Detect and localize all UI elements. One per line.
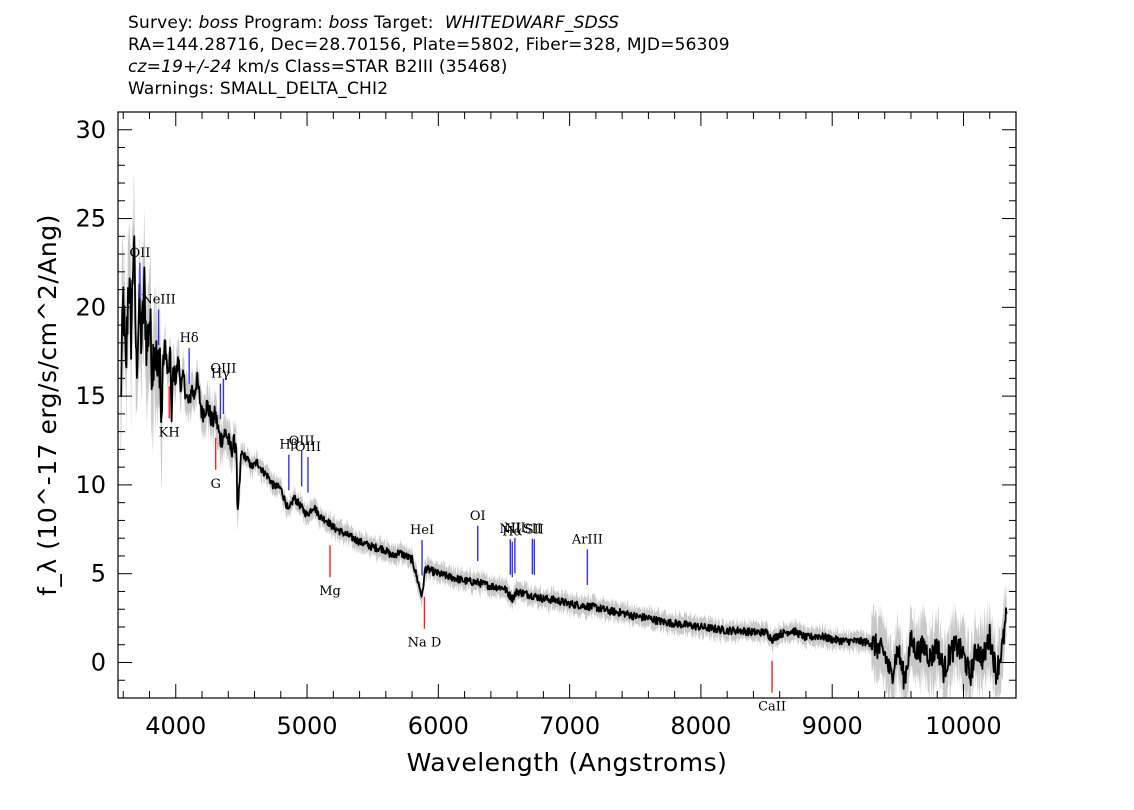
y-tick-label: 10 (75, 471, 106, 499)
x-tick-label: 6000 (408, 712, 469, 740)
program-label: Program: (238, 13, 329, 33)
y-tick-label: 5 (91, 560, 106, 588)
emission-line-label: SII (525, 522, 544, 537)
emission-line-label: NII (499, 522, 521, 537)
header-line-warnings: Warnings: SMALL_DELTA_CHI2 (128, 79, 389, 99)
x-tick-label: 10000 (925, 712, 1001, 740)
header-line-redshift: cz=19+/-24 km/s Class=STAR B2III (35468) (128, 56, 730, 78)
emission-line-label: OI (470, 509, 486, 524)
y-tick-label: 30 (75, 116, 106, 144)
header-line-coordinates: RA=144.28716, Dec=28.70156, Plate=5802, … (128, 35, 730, 55)
program-value: boss (328, 13, 369, 33)
flux-line (119, 235, 1008, 690)
emission-line-label: NII (504, 521, 526, 536)
y-tick-label: 20 (75, 293, 106, 321)
spectral-line-markers: OIINeIIIHδHγOIIIHβOIIIOIIIHeIOINIIHαNIIS… (129, 246, 786, 715)
survey-value: boss (198, 13, 239, 33)
emission-line-label: OIII (289, 434, 315, 449)
plot-frame (117, 111, 1017, 699)
flux-series (119, 235, 1008, 690)
absorption-line-label: Na D (408, 636, 442, 651)
axis-ticks: 4000 5000 6000 7000 8000 9000 10000 0 5 10 15 20 25 3… (75, 111, 1017, 740)
survey-label: Survey: (128, 13, 199, 33)
emission-line-label: OIII (210, 362, 236, 377)
y-axis-title: f_λ (10^-17 erg/s/cm^2/Ang) (33, 214, 62, 596)
x-tick-label: 8000 (670, 712, 731, 740)
x-tick-label: 4000 (145, 712, 206, 740)
emission-line-label: OII (129, 246, 150, 261)
absorption-line-label: Mg (319, 584, 341, 599)
emission-line-label: Hγ (211, 367, 230, 382)
x-tick-label: 9000 (802, 712, 863, 740)
emission-line-label: Hβ (279, 438, 298, 453)
emission-line-label: SII (523, 522, 542, 537)
emission-line-label: ArIII (571, 532, 603, 547)
class-text: km/s Class=STAR B2III (35468) (231, 57, 508, 77)
emission-line-label: HeI (410, 523, 434, 538)
y-tick-label: 0 (91, 648, 106, 676)
emission-line-label: Hα (502, 525, 522, 540)
x-tick-label: 5000 (277, 712, 338, 740)
x-tick-label: 7000 (539, 712, 600, 740)
absorption-line-label: G (210, 477, 220, 492)
header-line-survey: Survey: boss Program: boss Target: WHITE… (128, 12, 730, 34)
absorption-line-label: CaII (758, 700, 786, 715)
x-axis-title: Wavelength (Angstroms) (407, 748, 728, 777)
y-tick-label: 15 (75, 382, 106, 410)
emission-line-label: Hδ (180, 331, 199, 346)
emission-line-label: OIII (295, 440, 321, 455)
cz-value: cz=19+/-24 (128, 57, 232, 77)
target-value: WHITEDWARF_SDSS (444, 13, 620, 33)
emission-line-label: NeIII (141, 293, 175, 308)
target-label: Target: (368, 13, 445, 33)
absorption-line-label: KH (159, 425, 180, 440)
y-tick-label: 25 (75, 205, 106, 233)
spectrum-header: Survey: boss Program: boss Target: WHITE… (128, 12, 730, 100)
